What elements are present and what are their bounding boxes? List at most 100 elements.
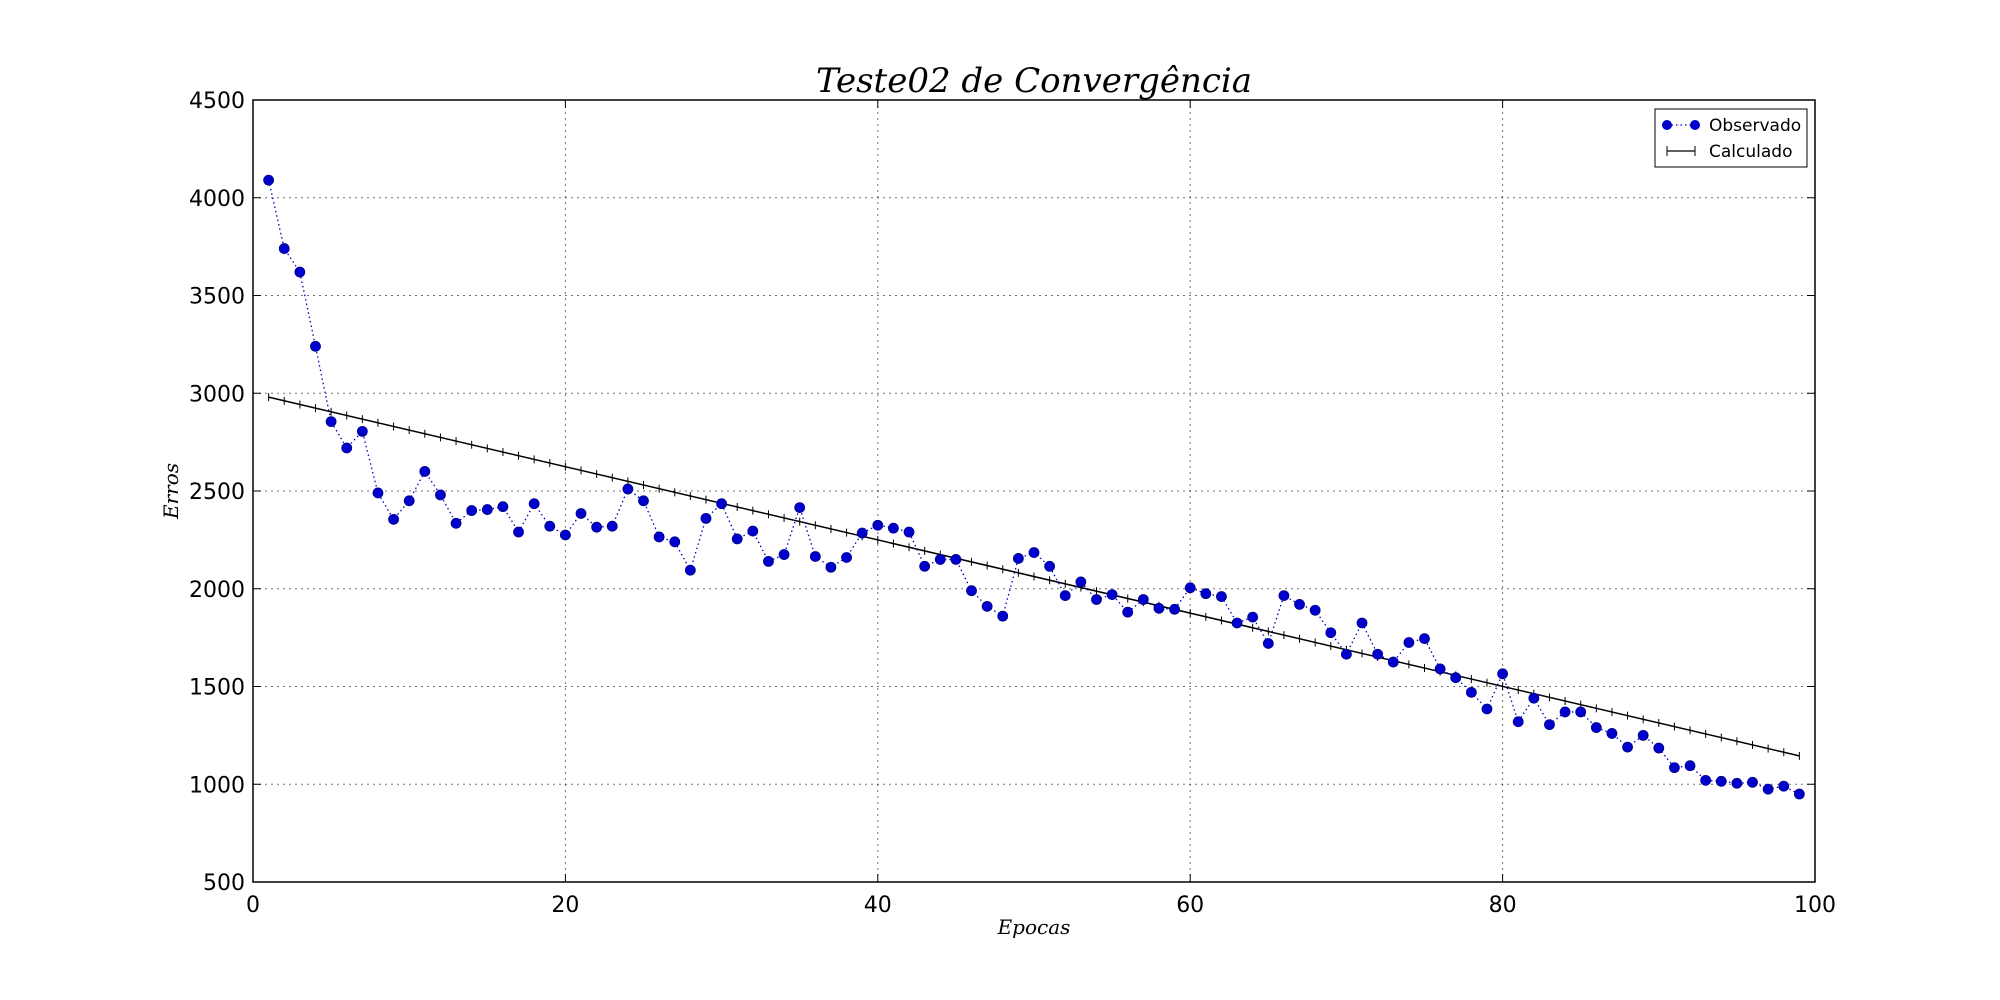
observado-point [997,610,1009,622]
observado-point [841,552,852,563]
observado-point [1012,553,1024,564]
observado-point [1793,788,1805,800]
observado-point [684,564,696,576]
observado-point [560,529,571,541]
axis-ticks: 0 20 40 60 80 100 500 1000 1500 2000 2500 3000 3500 4… [189,89,1836,918]
y-axis-label: Erros [159,463,183,520]
observado-point [1356,617,1368,629]
observado-point [1403,637,1415,648]
x-tick-label: 100 [1794,893,1836,918]
y-tick-label: 2000 [189,578,245,603]
observado-point [341,442,353,454]
observado-point [1278,590,1290,601]
observado-point [1637,729,1649,741]
y-tick-label: 1500 [189,676,245,701]
observado-point [1341,648,1352,660]
observado-point [1200,588,1212,600]
x-tick-label: 40 [864,893,892,918]
observado-point [1122,606,1134,618]
observado-point [388,513,399,525]
observado-point [1294,598,1305,610]
observado-point [1450,672,1462,684]
observado-point [794,502,806,514]
observado-point [1075,576,1087,588]
observado-point [1700,774,1712,786]
observado-point [1091,594,1102,605]
observado-point [919,560,931,572]
observado-point [310,340,321,352]
observado-point [372,487,384,499]
observado-point [981,600,993,612]
observado-point [716,498,727,510]
observado-point [1606,728,1618,739]
observado-point [1372,648,1384,660]
observado-point [1512,716,1524,728]
legend-observado-label: Observado [1709,116,1801,136]
observado-point [1387,656,1399,668]
observado-point [809,551,821,562]
x-tick-label: 80 [1489,893,1517,918]
observado-point [1731,777,1743,789]
observado-point [591,521,603,533]
observado-point [966,585,977,597]
chart-title: Teste02 de Convergência [816,61,1252,101]
observado-point [1434,663,1446,675]
x-tick-label: 60 [1176,893,1204,918]
observado-point [763,555,774,567]
observado-point [950,554,962,565]
observado-point [278,243,290,254]
x-tick-label: 20 [551,893,579,918]
observado-point [513,526,524,538]
grid [253,100,1815,882]
legend-box [1654,108,1808,168]
x-tick-label: 0 [246,893,260,918]
observado-point [731,533,743,545]
observado-point [903,526,915,538]
observado-point [1059,590,1071,601]
observado-point [356,425,368,437]
observado-point [263,174,275,186]
observado-point [638,495,649,507]
observado-point [653,531,665,543]
observado-point [1231,617,1243,629]
observado-point [1528,692,1540,704]
y-tick-label: 4500 [189,89,245,114]
observado-point [1419,633,1430,645]
observado-point [1262,638,1274,649]
observado-point [1028,547,1040,558]
observado-point [1544,719,1555,731]
observado-point [1590,722,1602,733]
observado-point [450,517,462,529]
observado-point [1747,776,1758,788]
observado-point [544,520,556,532]
observado-point [1669,762,1680,774]
observado-point [1106,589,1118,601]
observado-point [872,519,884,531]
y-tick-label: 500 [203,871,245,896]
observado-point [481,504,493,515]
x-axis-label: Epocas [997,915,1071,939]
legend-observado-marker [1690,120,1700,130]
observado-point [856,527,868,539]
observado-point [888,522,899,534]
observado-point [1153,602,1165,614]
observado-point [606,520,618,532]
observado-point [1778,780,1790,792]
observado-point [294,266,306,278]
observado-point [1481,703,1493,715]
observado-point [1184,582,1196,594]
observado-point [700,512,712,524]
y-tick-label: 3000 [189,382,245,407]
observado-point [325,416,337,427]
observado-point [403,495,415,507]
observado-point [1622,741,1633,753]
observado-point [528,498,540,510]
observado-point [1309,604,1321,616]
y-tick-label: 2500 [189,480,245,505]
y-tick-label: 3500 [189,285,245,310]
observado-point [1465,686,1477,698]
observado-point [1497,668,1508,680]
y-tick-label: 1000 [189,773,245,798]
observado-point [1247,611,1259,623]
